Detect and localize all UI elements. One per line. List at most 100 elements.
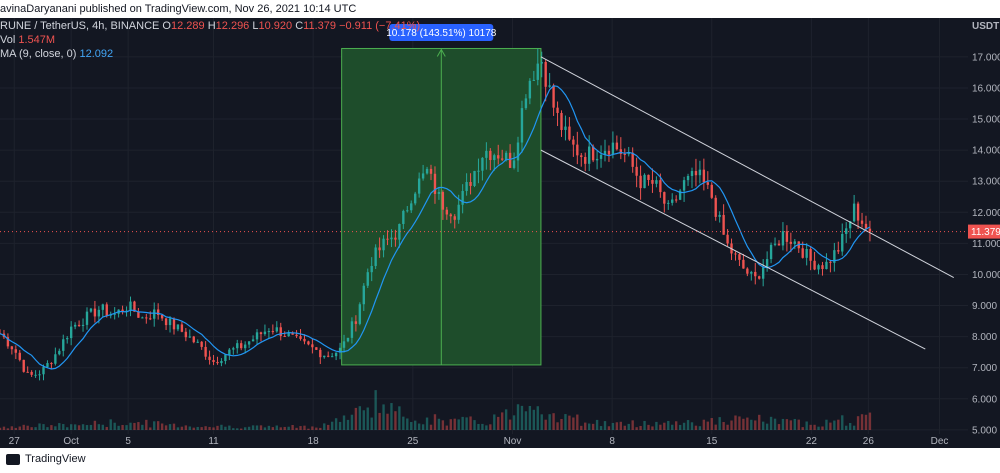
volume-bar	[706, 421, 709, 430]
candle-body	[580, 155, 583, 157]
volume-bar	[180, 426, 184, 430]
volume-bar	[164, 425, 168, 430]
volume-bar	[524, 411, 528, 430]
y-tick-label: 17.000	[972, 52, 1000, 63]
ma-label: MA (9, close, 0)	[0, 48, 77, 60]
candle-body	[370, 265, 373, 273]
candle-body	[77, 324, 81, 326]
x-tick-label: 26	[863, 436, 875, 447]
candle-body	[758, 276, 761, 279]
candle-body	[674, 199, 678, 201]
candle-body	[710, 184, 713, 198]
candle-body	[93, 308, 97, 317]
volume-bar	[754, 420, 757, 430]
candle-body	[188, 336, 191, 338]
x-tick-label: 5	[125, 436, 131, 447]
candle-body	[168, 318, 172, 326]
currency-label: USDT	[972, 21, 999, 32]
candle-body	[153, 309, 156, 319]
candle-body	[73, 324, 77, 327]
candle-body	[34, 374, 37, 376]
candle-body	[789, 241, 793, 244]
candle-body	[449, 214, 452, 217]
volume-bar	[50, 425, 53, 430]
volume-bar	[394, 411, 397, 430]
publish-info: avinaDaryanani published on TradingView.…	[0, 0, 1000, 18]
volume-bar	[694, 425, 698, 430]
ma-legend: MA (9, close, 0) 12.092	[0, 48, 113, 60]
candle-body	[62, 339, 65, 351]
candle-body	[445, 209, 449, 215]
candle-body	[50, 363, 53, 365]
range-arrow-head	[436, 48, 446, 57]
candle-body	[160, 314, 164, 319]
candle-body	[81, 324, 85, 326]
candle-body	[311, 344, 314, 348]
candle-body	[176, 324, 180, 330]
chart-area[interactable]: 17.000 16.000 15.000 14.000 13.000 12.000 11.0…	[0, 18, 1000, 448]
volume-bar	[599, 426, 603, 430]
candle-body	[216, 362, 219, 364]
range-badge-label: 10.178 (143.51%) 10178	[386, 28, 497, 39]
x-tick-label: 18	[308, 436, 320, 447]
ma-value: 12.092	[79, 48, 114, 60]
volume-bar	[93, 420, 97, 430]
volume-bar	[465, 417, 468, 430]
candle-body	[813, 260, 816, 270]
candle-body	[433, 173, 437, 194]
candle-body	[493, 155, 496, 161]
volume-bar	[797, 419, 800, 430]
candle-body	[156, 309, 160, 315]
volume-bar	[453, 418, 456, 430]
high-label: H	[207, 20, 216, 32]
volume-bar	[2, 426, 6, 430]
volume-bar	[805, 421, 808, 430]
candle-body	[856, 203, 860, 221]
low-value: 10.920	[258, 20, 293, 32]
candle-body	[200, 341, 203, 347]
candle-body	[734, 253, 737, 255]
volume-bar	[283, 426, 286, 430]
volume-bar	[777, 424, 781, 430]
ma-line	[0, 85, 871, 370]
volume-bar	[62, 424, 65, 430]
candle-body	[275, 327, 278, 332]
volume-bar	[449, 419, 452, 430]
volume-bar	[10, 426, 14, 430]
volume-bar	[868, 412, 872, 430]
volume-bar	[461, 416, 464, 430]
brand-name: TradingView	[25, 453, 86, 465]
candle-body	[587, 146, 591, 164]
volume-bar	[457, 419, 460, 430]
volume-bar	[540, 414, 543, 430]
volume-bar	[141, 424, 144, 430]
open-label: O	[162, 20, 171, 32]
candle-body	[722, 214, 725, 235]
candle-body	[398, 223, 401, 240]
candle-body	[738, 254, 741, 260]
volume-bar	[425, 417, 429, 430]
y-tick-label: 7.000	[972, 363, 997, 374]
volume-bar	[516, 404, 520, 430]
volume-bar	[864, 414, 868, 430]
volume-bar	[378, 412, 381, 430]
candle-body	[394, 237, 397, 240]
candle-body	[323, 355, 326, 358]
candle-body	[860, 220, 864, 224]
candle-body	[417, 178, 421, 194]
candle-body	[164, 318, 168, 326]
volume-bar	[584, 422, 587, 430]
candle-body	[22, 359, 25, 372]
candle-body	[686, 175, 690, 181]
candle-body	[627, 152, 630, 155]
candle-body	[38, 374, 41, 376]
candle-body	[421, 173, 425, 179]
volume-bar	[342, 415, 346, 430]
candle-body	[655, 180, 658, 184]
volume-bar	[323, 423, 326, 430]
price-chart[interactable]: 17.000 16.000 15.000 14.000 13.000 12.000 11.0…	[0, 18, 1000, 448]
volume-bar	[109, 419, 112, 430]
candle-body	[327, 355, 330, 357]
volume-bar	[160, 423, 164, 430]
volume-bar	[734, 415, 737, 430]
